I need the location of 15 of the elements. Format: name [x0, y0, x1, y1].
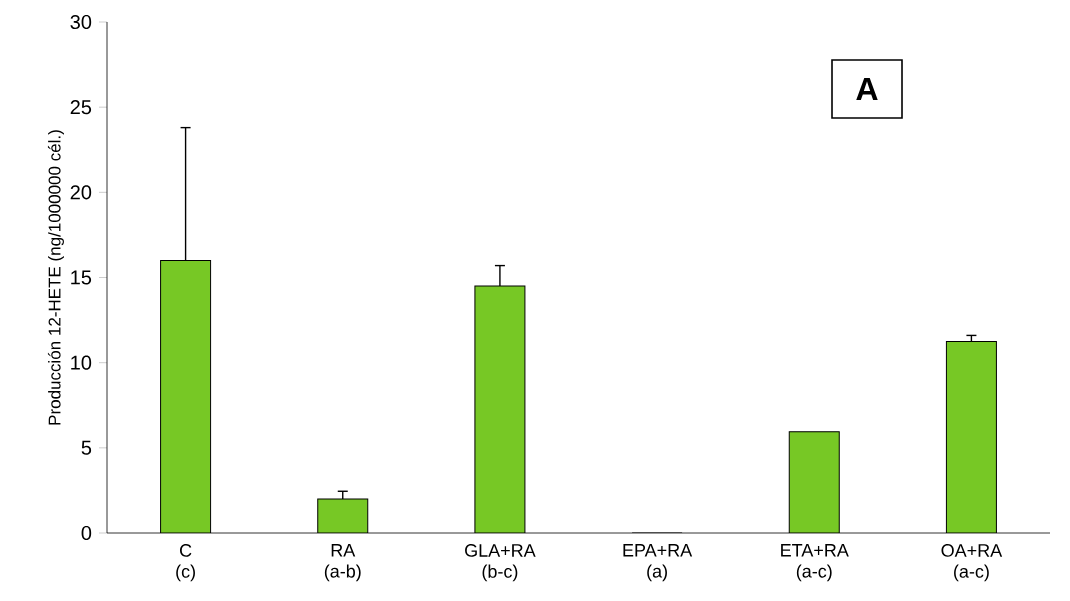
x-tick-label: ETA+RA (a-c) [781, 544, 849, 582]
x-tick-label: GLA+RA (b-c) [465, 544, 536, 582]
y-tick-label: 10 [71, 355, 92, 370]
x-tick-label: RA (a-b) [324, 544, 361, 582]
x-tick-label: C (c) [176, 544, 195, 582]
annotation: A [856, 77, 878, 101]
x-tick-label: OA+RA (a-c) [941, 544, 1003, 582]
y-tick-label: 15 [71, 270, 92, 285]
y-tick-label: 5 [81, 440, 92, 455]
y-tick-label: 0 [81, 525, 92, 541]
y-tick-label: 20 [70, 185, 92, 200]
y-tick-label: 25 [70, 100, 92, 115]
x-tick-label: EPA+RA (a) [623, 544, 693, 582]
y-tick-label: 30 [70, 14, 92, 30]
y-axis-title: Producción 12-HETE (ng/1000000 cél.) [47, 130, 64, 425]
